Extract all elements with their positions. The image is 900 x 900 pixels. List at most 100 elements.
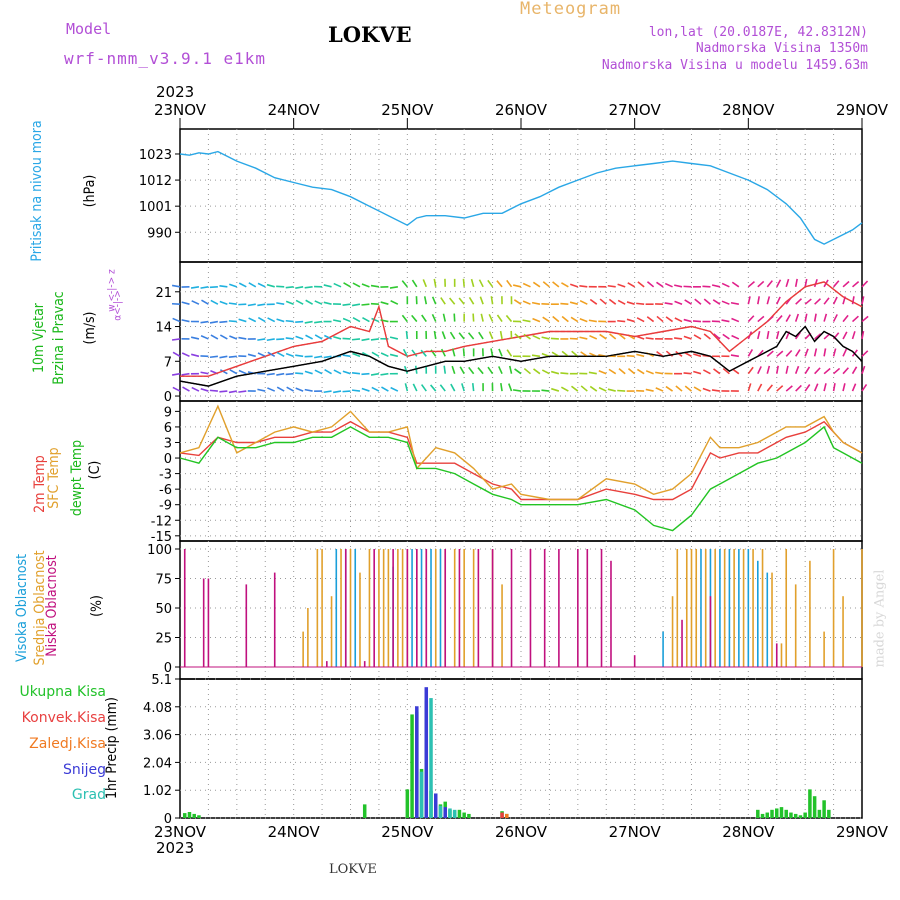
year-bottom: 2023 [156,839,195,857]
wind-arrow [423,296,428,305]
wind-arrow [228,390,237,394]
bar-srednja-oblacnost [671,596,674,667]
bar-srednja-oblacnost [472,549,475,667]
wind-arrow [617,299,626,305]
wind-arrow [636,302,645,305]
wind-arrow [609,333,617,340]
bar-visoka-oblacnost [747,549,750,667]
bar-snijeg [434,793,438,818]
wind-arrow [757,315,765,323]
wind-arrow [757,330,761,340]
y-tick-label: 14 [155,321,172,336]
bar-ukupna-kisa [192,813,196,818]
wind-arrow [607,388,616,392]
wind-arrow [684,299,692,305]
bar-ukupna-kisa [822,800,826,818]
wind-arrow [532,334,541,340]
wind-arrow [257,282,266,288]
wind-arrow [411,349,418,357]
bar-srednja-oblacnost [302,631,304,667]
wind-arrow [361,372,370,376]
bar-visoka-oblacnost [738,549,740,667]
wind-arrow [181,372,190,376]
bar-niska-oblacnost [558,549,560,667]
y-tick-label: 75 [155,573,172,588]
wind-arrow [333,390,342,394]
page-title: LOKVE [328,22,412,47]
bar-srednja-oblacnost [695,549,698,667]
x-tick-label-bottom: 27NOV [609,823,662,841]
wind-arrow [794,365,800,374]
wind-arrow [286,386,295,392]
wind-arrows [171,278,869,394]
wind-arrow [693,370,702,375]
wind-arrow [200,320,209,324]
wind-arrow [305,334,313,340]
wind-arrow [665,350,674,357]
bar-ukupna-kisa [817,809,822,818]
x-tick-label-top: 23NOV [154,101,207,119]
bar-srednja-oblacnost [714,549,716,667]
wind-arrow [569,283,579,288]
wind-arrow [795,384,802,392]
wind-arrow [588,371,597,375]
wind-arrow [498,348,503,357]
wind-arrow [333,369,342,375]
wind-arrow [201,299,209,305]
y-tick-label: 0 [164,812,172,827]
bar-niska-oblacnost [775,643,778,667]
wind-arrow [247,353,256,358]
model-name: wrf-nmm_v3.9.1 e1km [64,49,267,68]
wind-arrow [351,303,361,307]
wind-arrow [702,387,711,392]
wind-arrow [569,301,579,305]
wind-arrow [458,332,465,340]
bar-niska-oblacnost [373,549,375,667]
bar-ukupna-kisa [467,813,471,818]
bar-niska-oblacnost [709,596,712,667]
wind-arrow [276,302,285,305]
wind-arrow [441,331,446,340]
wind-arrow [693,334,702,340]
y-tick-label: 9 [164,405,172,420]
wind-arrow [571,350,579,357]
wind-arrow [370,338,380,341]
wind-arrow [542,281,550,288]
x-tick-label-bottom: 24NOV [268,823,321,841]
bar-srednja-oblacnost [742,549,745,667]
wind-arrow [200,371,209,375]
wind-arrow [842,314,849,323]
wind-arrow [776,296,781,305]
wind-arrow [694,298,702,305]
wind-arrow [480,313,484,322]
bar-ukupna-kisa [770,809,774,818]
wind-arrow [804,384,811,392]
wind-arrow [833,367,841,375]
bar-visoka-oblacnost [430,549,432,667]
bar-srednja-oblacnost [321,549,323,667]
wind-arrow [861,365,866,374]
bar-srednja-oblacnost [842,596,844,667]
y-tick-label: -3 [159,468,172,483]
y-tick-label: -15 [151,530,172,545]
wind-arrow [703,333,711,340]
wind-arrow [842,280,850,288]
wind-arrow [462,278,465,287]
wind-arrow [713,368,721,375]
wind-arrow [674,284,683,288]
wind-arrow [361,303,370,306]
wind-arrow [550,370,560,375]
wind-arrow [421,314,427,323]
wind-arrow [560,372,569,375]
wind-arrow [430,384,437,392]
wind-line-speed [179,325,863,387]
y-tick-label: 1012 [139,174,172,189]
wind-arrow [200,388,209,392]
wind-arrow [722,367,730,375]
wind-arrow [713,333,721,340]
wind-arrow [210,334,219,340]
wind-arrow [617,283,626,288]
wind-arrow [401,314,408,323]
wind-arrow [342,354,351,358]
wind-arrow [431,296,437,305]
